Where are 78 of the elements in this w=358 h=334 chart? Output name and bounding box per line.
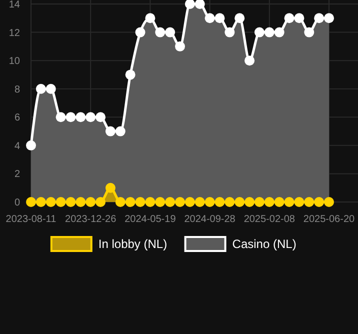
- point: [304, 27, 314, 38]
- point: [86, 112, 96, 122]
- point: [135, 27, 146, 38]
- point: [314, 13, 324, 24]
- point: [234, 197, 245, 207]
- point: [204, 197, 215, 207]
- point: [145, 13, 156, 24]
- y-tick-label: 14: [8, 0, 20, 10]
- point: [224, 27, 235, 38]
- point: [125, 197, 136, 207]
- point: [254, 197, 264, 207]
- point: [105, 182, 116, 193]
- point: [244, 197, 255, 207]
- point: [184, 197, 195, 207]
- point: [274, 197, 284, 207]
- point: [175, 197, 185, 207]
- point: [284, 197, 294, 207]
- point: [324, 13, 334, 24]
- point: [26, 140, 36, 150]
- point: [125, 70, 136, 80]
- x-tick-label: 2024-05-19: [124, 214, 176, 225]
- point: [96, 112, 106, 122]
- y-tick-label: 0: [14, 198, 20, 208]
- point: [224, 197, 235, 207]
- point: [274, 27, 284, 38]
- point: [36, 197, 46, 207]
- point: [115, 197, 126, 207]
- y-tick-label: 10: [8, 56, 20, 68]
- point: [26, 197, 36, 207]
- point: [105, 126, 116, 136]
- point: [86, 197, 96, 207]
- point: [254, 27, 264, 38]
- point: [46, 197, 56, 207]
- point: [194, 0, 205, 9]
- point: [324, 197, 334, 207]
- point: [214, 197, 225, 207]
- x-tick-label: 2023-08-11: [6, 214, 57, 225]
- point: [284, 13, 294, 24]
- point: [165, 27, 176, 38]
- point: [314, 197, 324, 207]
- point: [155, 197, 166, 207]
- point: [234, 13, 245, 24]
- point: [214, 13, 225, 24]
- point: [66, 112, 76, 122]
- legend-label: In lobby (NL): [98, 237, 168, 251]
- y-tick-label: 2: [14, 169, 20, 180]
- point: [115, 126, 126, 136]
- point: [294, 13, 304, 24]
- y-tick-label: 12: [8, 28, 20, 39]
- point: [66, 197, 76, 207]
- point: [76, 112, 86, 122]
- x-tick-label: 2023-12-26: [65, 214, 117, 225]
- x-tick-label: 2024-09-28: [184, 214, 236, 225]
- x-tick-label: 2025-06-20: [303, 214, 356, 225]
- point: [96, 197, 106, 207]
- y-tick-label: 4: [14, 140, 20, 152]
- point: [165, 197, 176, 207]
- point: [244, 56, 255, 66]
- point: [56, 197, 66, 207]
- point: [36, 84, 46, 94]
- point: [76, 197, 86, 207]
- point: [175, 41, 185, 52]
- point: [264, 197, 274, 207]
- x-tick-label: 2025-02-08: [244, 214, 296, 225]
- point: [135, 197, 146, 207]
- legend-label: Casino (NL): [232, 237, 296, 251]
- point: [204, 13, 215, 24]
- point: [56, 112, 66, 122]
- point: [145, 197, 156, 207]
- point: [46, 84, 56, 94]
- y-tick-label: 6: [14, 112, 20, 124]
- point: [294, 197, 304, 207]
- y-tick-label: 8: [14, 84, 20, 96]
- point: [194, 197, 205, 207]
- point: [304, 197, 314, 207]
- point: [184, 0, 195, 9]
- point: [264, 27, 274, 38]
- point: [155, 27, 166, 38]
